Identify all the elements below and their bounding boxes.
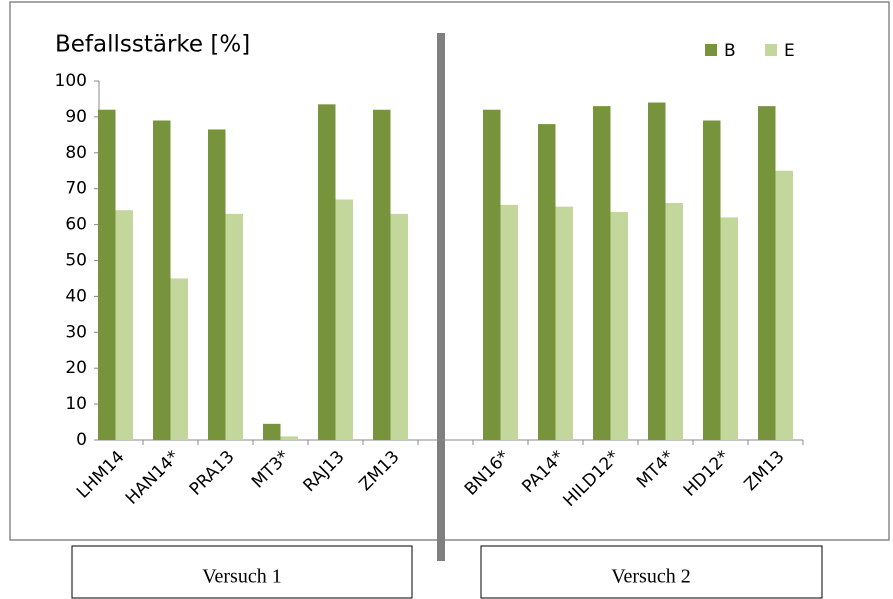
bar: [318, 104, 336, 441]
y-tick-label: 80: [65, 143, 87, 163]
bar: [593, 106, 611, 440]
y-tick-label: 10: [65, 394, 87, 414]
bar: [373, 109, 391, 440]
bar: [98, 109, 116, 440]
y-tick-label: 40: [65, 286, 87, 306]
bar: [538, 124, 556, 440]
y-tick-label: 90: [65, 107, 87, 127]
group-label: Versuch 1: [202, 566, 281, 588]
y-tick-label: 50: [65, 251, 87, 271]
y-tick-label: 0: [76, 430, 87, 450]
x-tick-label: LHM14: [73, 447, 129, 503]
bar: [555, 206, 573, 440]
bar: [225, 213, 243, 440]
x-tick-label: RAJ13: [299, 447, 348, 496]
bar: [703, 120, 721, 441]
legend-swatch: [765, 44, 777, 56]
bar: [280, 436, 298, 440]
bar: [483, 109, 501, 440]
divider: [437, 33, 445, 561]
x-tick-label: HILD12*: [560, 447, 624, 511]
bar: [648, 102, 666, 440]
bar: [263, 423, 281, 440]
y-tick-label: 100: [55, 71, 87, 91]
bar: [720, 217, 738, 440]
bar: [665, 203, 683, 440]
x-tick-label: ZM13: [356, 447, 404, 495]
bar: [335, 199, 353, 440]
x-tick-label: HD12*: [680, 447, 734, 501]
y-tick-label: 20: [65, 358, 87, 378]
bar: [758, 106, 776, 440]
bar: [500, 204, 518, 440]
bar: [170, 278, 188, 440]
bar: [153, 120, 171, 441]
x-tick-label: PA14*: [518, 447, 568, 497]
group-box: [71, 545, 413, 599]
group-box: [480, 545, 823, 599]
y-tick-label: 30: [65, 322, 87, 342]
x-tick-label: BN16*: [461, 447, 514, 500]
x-tick-label: HAN14*: [122, 447, 184, 509]
group-label: Versuch 2: [611, 566, 690, 588]
legend-swatch: [705, 44, 717, 56]
bar: [208, 129, 226, 440]
x-tick-label: MT4*: [633, 447, 679, 493]
legend-label: B: [724, 41, 736, 61]
chart-title: Befallsstärke [%]: [55, 32, 250, 58]
legend-label: E: [784, 41, 795, 61]
bar: [390, 213, 408, 440]
y-tick-label: 70: [65, 179, 87, 199]
x-tick-label: MT3*: [248, 447, 294, 493]
x-tick-label: PRA13: [186, 447, 239, 500]
x-tick-label: ZM13: [741, 447, 789, 495]
y-tick-label: 60: [65, 215, 87, 235]
bar: [775, 170, 793, 440]
bar: [610, 212, 628, 440]
bar: [115, 210, 133, 440]
chart-frame: [9, 1, 890, 541]
